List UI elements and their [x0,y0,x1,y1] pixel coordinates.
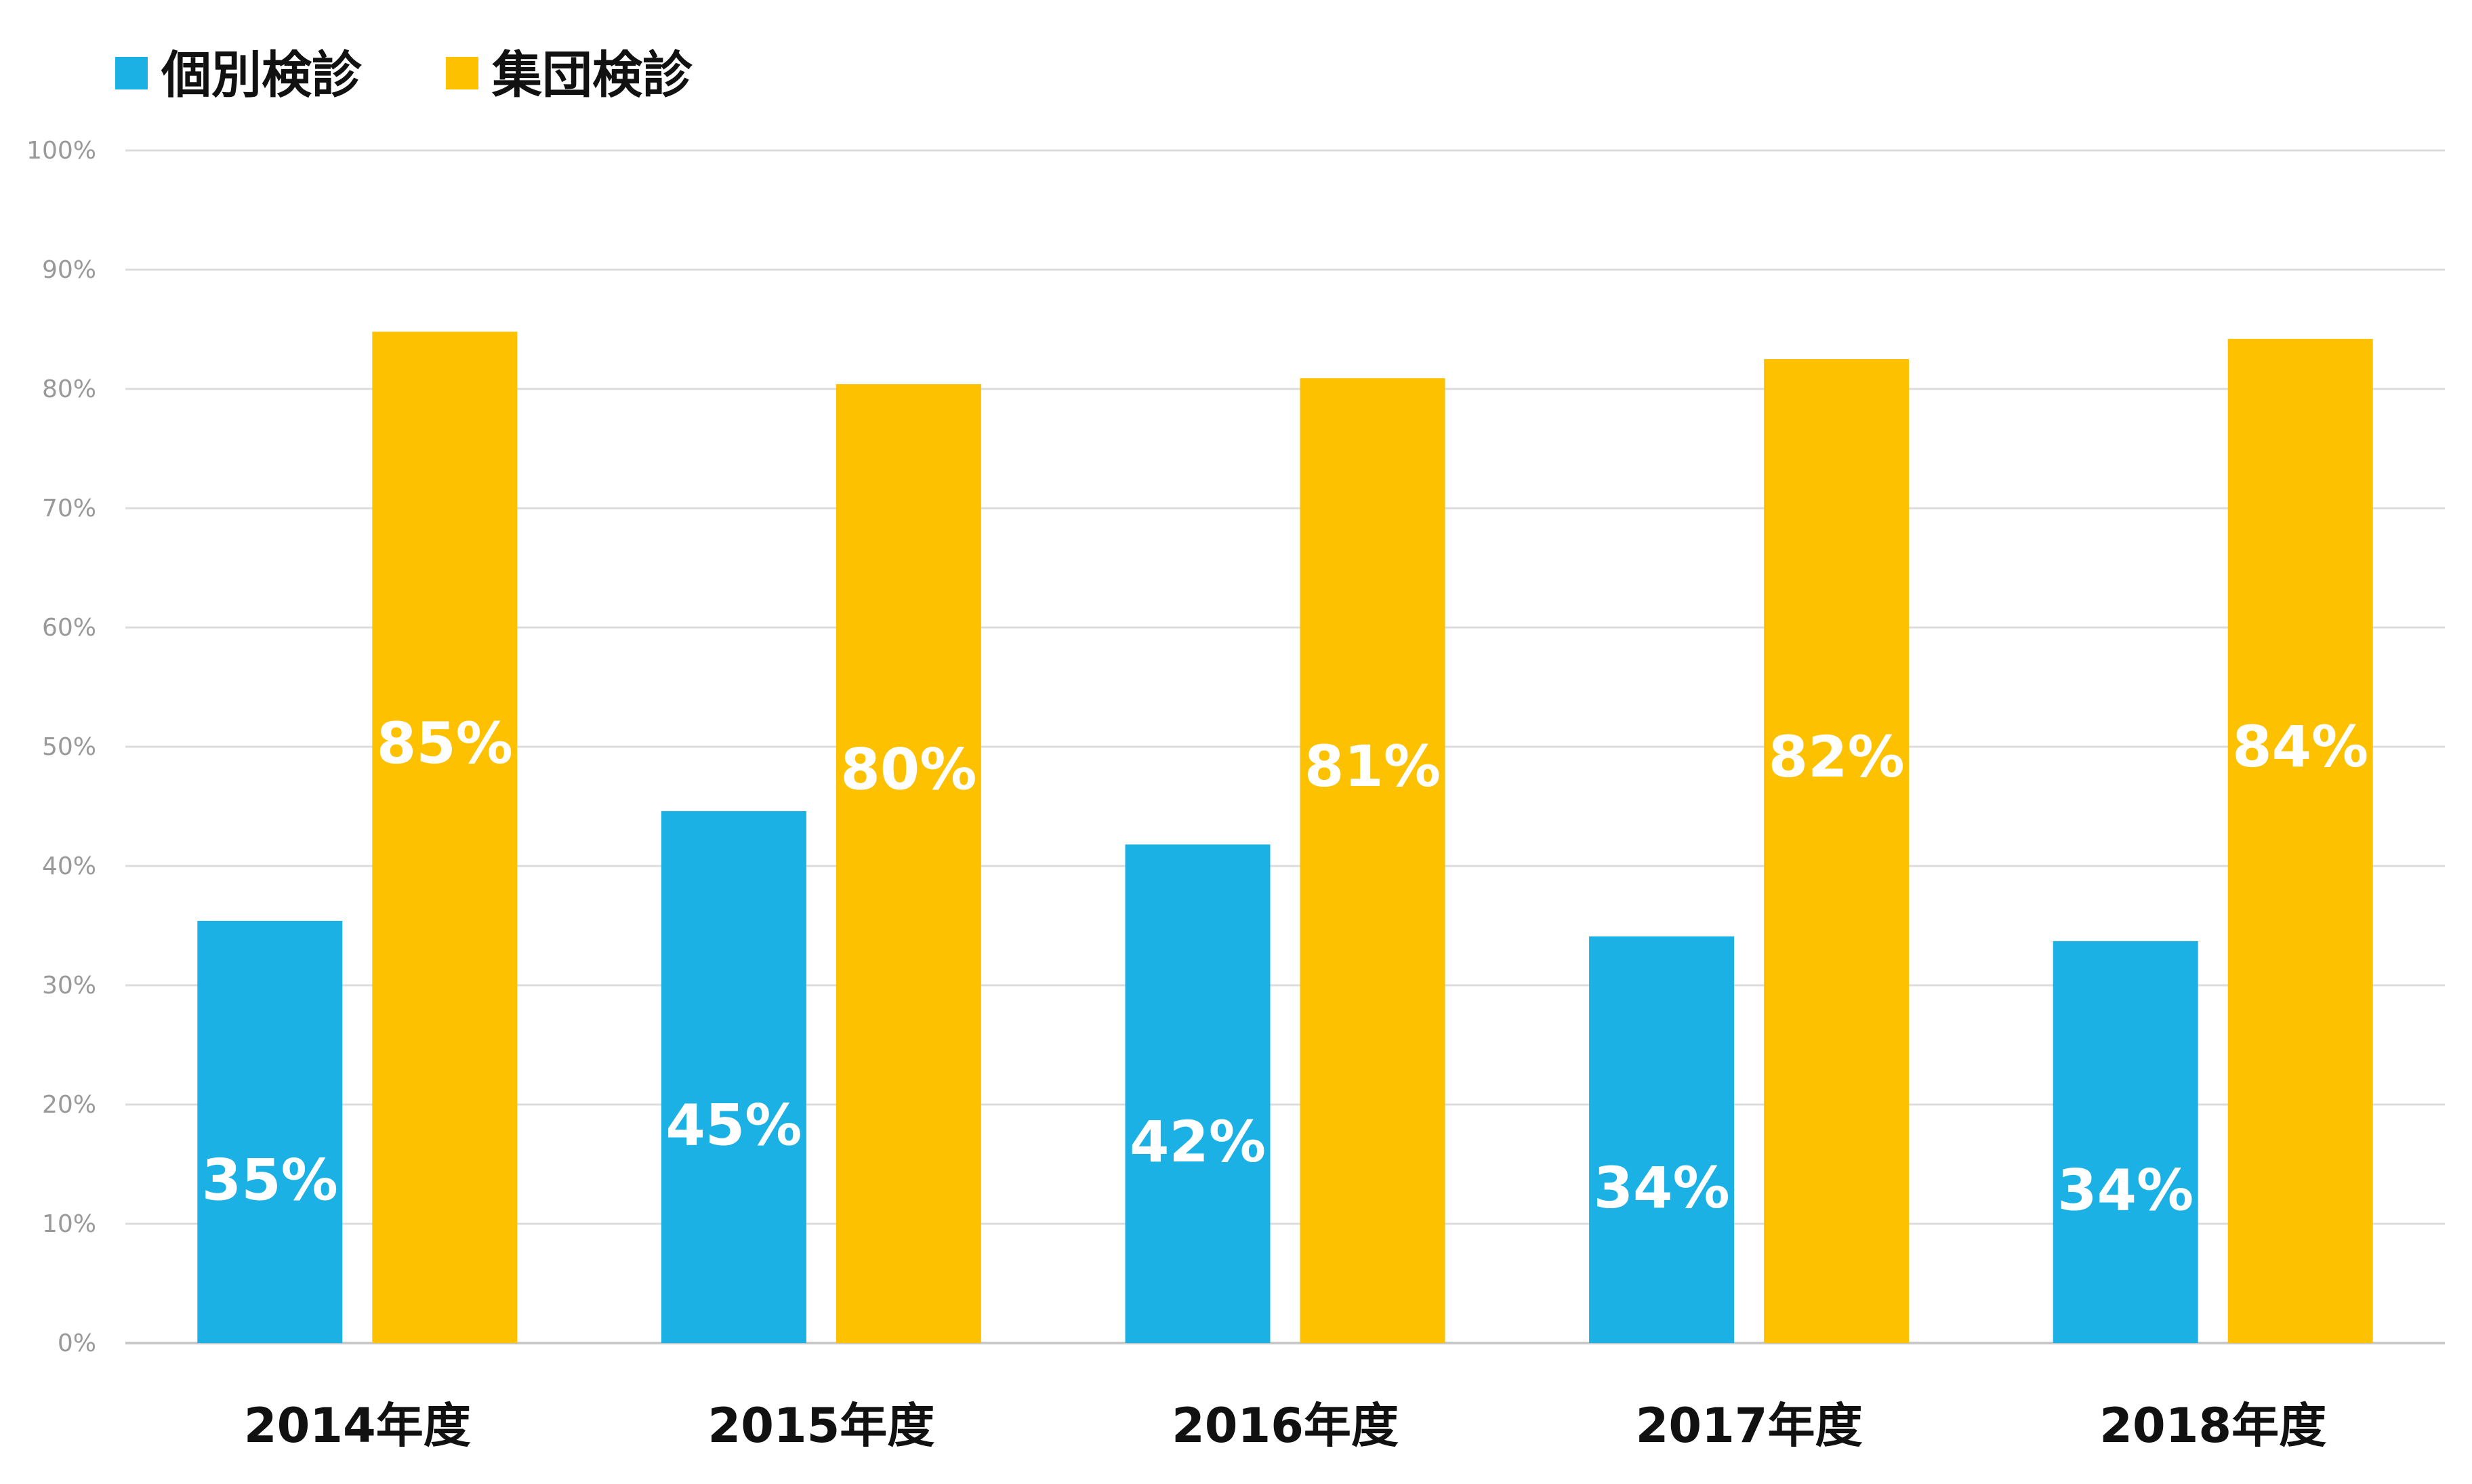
bar-group-0 [372,331,518,1343]
y-axis: 0% 10% 20% 30% 40% 50% 60% 70% 80% 90% 100% [26,137,96,1357]
category-label: 2017年度 [1636,1398,1863,1454]
y-tick-label: 0% [58,1330,96,1357]
category-label: 2014年度 [244,1398,471,1454]
x-axis: 2014年度 2015年度 2016年度 2017年度 2018年度 [244,1398,2326,1454]
bar-individual-3 [1589,936,1735,1343]
legend-swatch-group [446,57,478,89]
legend-label-individual: 個別検診 [161,46,363,104]
y-tick-label: 40% [42,852,96,880]
y-tick-label: 60% [42,614,96,642]
y-tick-label: 30% [42,972,96,999]
y-tick-label: 10% [42,1210,96,1238]
data-label-group-3: 82% [1769,724,1905,790]
y-tick-label: 90% [42,256,96,284]
bar-individual-2 [1125,844,1271,1343]
bar-individual-1 [661,811,806,1343]
y-tick-label: 100% [26,137,96,165]
data-labels: 35% 85% 45% 80% 42% 81% 34% 82% 34% 84% [202,710,2368,1224]
legend-swatch-individual [115,57,148,89]
data-label-group-4: 84% [2232,714,2368,780]
legend-label-group: 集団検診 [491,46,693,104]
bar-group-2 [1300,378,1445,1344]
bar-individual-4 [2053,941,2198,1343]
category-label: 2018年度 [2099,1398,2326,1454]
data-label-group-1: 80% [840,736,976,802]
data-label-individual-2: 42% [1130,1109,1266,1175]
data-label-group-2: 81% [1304,733,1441,800]
data-label-individual-1: 45% [665,1092,802,1159]
category-label: 2015年度 [707,1398,934,1454]
data-label-individual-4: 34% [2057,1157,2193,1223]
bar-group-4 [2227,339,2373,1344]
category-label: 2016年度 [1172,1398,1399,1454]
data-label-individual-0: 35% [202,1147,338,1213]
legend: 個別検診 集団検診 [115,46,693,104]
bar-group-1 [836,384,981,1344]
y-tick-label: 20% [42,1091,96,1119]
y-tick-label: 70% [42,495,96,522]
bars [197,331,2373,1344]
y-tick-label: 80% [42,375,96,403]
data-label-group-0: 85% [377,710,513,777]
data-label-individual-3: 34% [1594,1155,1730,1221]
bar-group-3 [1764,359,1910,1343]
y-tick-label: 50% [42,733,96,761]
bar-individual-0 [197,920,343,1343]
